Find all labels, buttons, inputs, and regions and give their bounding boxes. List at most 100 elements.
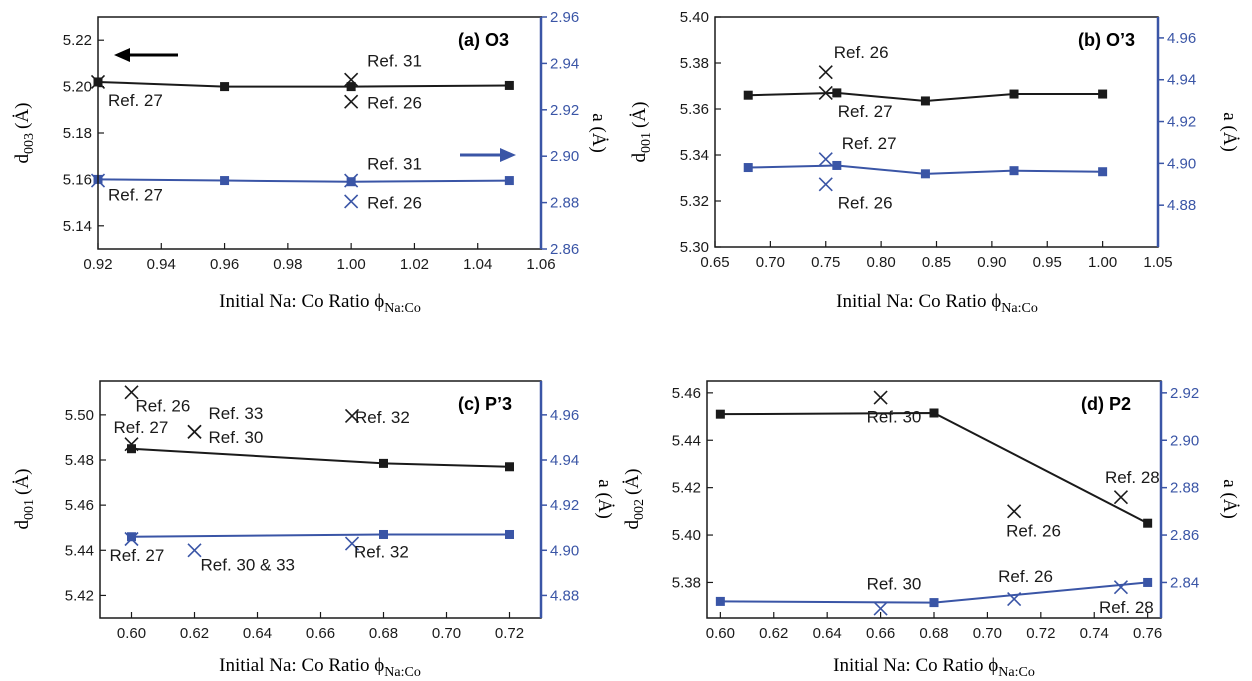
reference-label: Ref. 30 [867, 575, 922, 594]
reference-label: Ref. 26 [1006, 521, 1061, 540]
x-tick-label: 0.80 [867, 254, 896, 271]
data-point [505, 462, 514, 472]
y2-tick-label: 4.96 [1167, 30, 1196, 47]
y-tick-label: 5.20 [63, 79, 92, 96]
data-point [1098, 167, 1108, 177]
y2-tick-label: 4.88 [1167, 197, 1196, 214]
y2-tick-label: 2.90 [550, 148, 579, 165]
y-tick-label: 5.38 [680, 55, 709, 72]
reference-label: Ref. 28 [1105, 468, 1160, 487]
reference-marker [344, 408, 360, 424]
data-point [715, 596, 725, 606]
panel-d: 0.60 0.62 0.64 0.66 0.68 0.70 0.72 0.74 0.76 5.38… [622, 380, 1240, 680]
reference-marker [344, 536, 360, 551]
y2-axis-title: a (Ȧ) [594, 479, 615, 519]
y-tick-label: 5.34 [680, 147, 709, 164]
reference-marker [818, 65, 833, 80]
y-tick-label: 5.40 [672, 527, 701, 544]
y2-tick-label: 2.84 [1170, 574, 1199, 591]
y-tick-label: 5.30 [680, 239, 709, 256]
x-tick-label: 0.95 [1033, 254, 1062, 271]
x-tick-label: 0.96 [210, 256, 239, 273]
x-tick-label: 0.76 [1133, 625, 1162, 642]
x-axis-title: Initial Na: Co Ratio ϕNa:Co [219, 291, 421, 316]
data-point [1009, 89, 1019, 99]
x-tick-label: 0.70 [973, 625, 1002, 642]
series-line [720, 411, 1149, 525]
reference-marker [1007, 504, 1022, 519]
x-tick-label: 0.62 [180, 625, 209, 642]
series-line [131, 533, 510, 538]
data-point [1143, 577, 1153, 587]
data-point [504, 80, 514, 90]
data-point [929, 408, 939, 418]
x-axis-title: Initial Na: Co Ratio ϕNa:Co [219, 655, 421, 680]
x-tick-label: 0.68 [369, 625, 398, 642]
x-tick-label: 0.72 [495, 625, 524, 642]
x-tick-label: 0.90 [977, 254, 1006, 271]
reference-label: Ref. 27 [110, 546, 165, 565]
y-tick-label: 5.40 [680, 9, 709, 26]
x-tick-label: 0.94 [147, 256, 176, 273]
y2-tick-label: 2.92 [1170, 385, 1199, 402]
y-tick-label: 5.46 [65, 497, 94, 514]
series-line [97, 80, 510, 88]
reference-label: Ref. 32 [355, 408, 410, 427]
y-axis-title: d003(Ȧ) [12, 103, 37, 164]
reference-label: Ref. 27 [108, 91, 163, 110]
reference-label: Ref. 26 [838, 193, 893, 212]
reference-label: Ref. 26 [367, 94, 422, 113]
reference-label: Ref. 28 [1099, 598, 1154, 617]
data-point [379, 529, 388, 539]
y2-tick-label: 2.88 [1170, 480, 1199, 497]
y-tick-label: 5.48 [65, 452, 94, 469]
y-tick-label: 5.22 [63, 32, 92, 49]
data-point [743, 163, 753, 173]
x-tick-label: 0.64 [243, 625, 272, 642]
y-axis-title: d001(Ȧ) [629, 102, 654, 163]
y2-tick-label: 2.96 [550, 9, 579, 26]
panel-label: (a) O3 [458, 30, 509, 50]
x-tick-label: 0.92 [83, 256, 112, 273]
y-tick-label: 5.36 [680, 101, 709, 118]
x-tick-label: 0.62 [759, 625, 788, 642]
y-tick-label: 5.42 [65, 587, 94, 604]
x-tick-label: 0.65 [700, 254, 729, 271]
y-tick-label: 5.46 [672, 385, 701, 402]
data-point [1009, 166, 1019, 176]
plot-frame [99, 380, 542, 619]
reference-label: Ref. 27 [114, 418, 169, 437]
x-axis-title: Initial Na: Co Ratio ϕNa:Co [836, 291, 1038, 316]
reference-marker [1113, 490, 1129, 505]
y-tick-label: 5.14 [63, 218, 92, 235]
data-point [127, 532, 136, 542]
data-point [920, 169, 930, 179]
reference-label: Ref. 26 [998, 567, 1053, 586]
x-tick-label: 0.98 [273, 256, 302, 273]
reference-marker [818, 152, 833, 167]
y2-tick-label: 4.94 [1167, 72, 1196, 89]
x-tick-label: 1.06 [526, 256, 555, 273]
y-axis-title: d001(Ȧ) [12, 469, 37, 530]
data-point [920, 96, 930, 106]
right-axis-arrow [460, 148, 516, 162]
y2-tick-label: 2.94 [550, 55, 579, 72]
y-tick-label: 5.44 [65, 542, 94, 559]
reference-marker [818, 177, 833, 192]
y-tick-label: 5.38 [672, 574, 701, 591]
y-tick-label: 5.44 [672, 432, 701, 449]
panel-c: 0.60 0.62 0.64 0.66 0.68 0.70 0.72 5.42 5.44 5.46… [12, 380, 615, 680]
y2-tick-label: 4.94 [550, 452, 579, 469]
reference-marker [818, 85, 833, 100]
x-tick-label: 1.05 [1143, 254, 1172, 271]
reference-marker [873, 601, 888, 616]
panel-label: (b) O’3 [1078, 30, 1135, 50]
x-tick-label: 1.00 [337, 256, 366, 273]
x-tick-label: 0.64 [813, 625, 842, 642]
reference-marker [873, 390, 888, 405]
y2-tick-label: 2.90 [1170, 432, 1199, 449]
y-tick-label: 5.42 [672, 480, 701, 497]
series-line [97, 178, 510, 183]
x-tick-label: 0.75 [811, 254, 840, 271]
reference-marker [187, 543, 202, 558]
